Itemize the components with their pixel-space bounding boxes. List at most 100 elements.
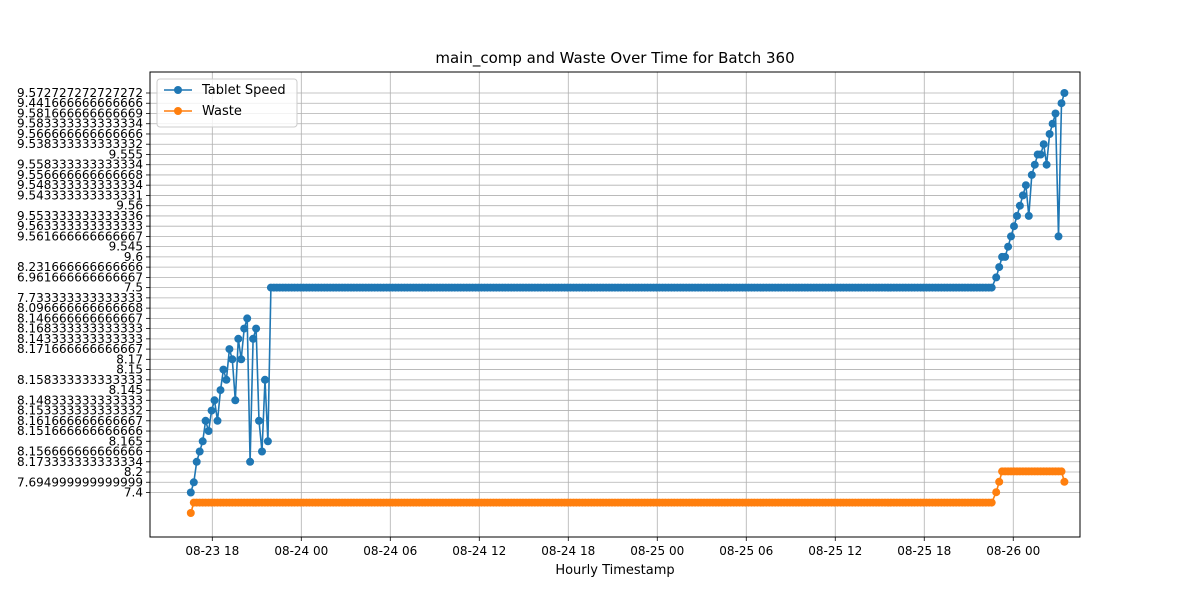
y-tick-label: 9.558333333333334	[17, 158, 143, 172]
series-tablet-speed-point	[987, 283, 996, 292]
series-tablet-speed-point	[222, 375, 231, 384]
series-tablet-speed-point	[198, 437, 207, 446]
series-tablet-speed-point	[1048, 119, 1057, 128]
series-waste-point	[186, 509, 195, 517]
y-tick-label: 9.545	[109, 240, 143, 254]
x-tick-label: 08-25 12	[808, 544, 862, 558]
x-axis-label: Hourly Timestamp	[555, 563, 674, 578]
series-waste-group	[186, 467, 1069, 517]
y-tick-label: 8.165	[109, 434, 143, 448]
series-tablet-speed-point	[1060, 89, 1069, 97]
y-tick-label: 8.231666666666666	[17, 260, 143, 274]
series-waste-point	[992, 488, 1001, 497]
series-tablet-speed-point	[246, 457, 255, 466]
series-tablet-speed-point	[237, 355, 246, 364]
x-tick-label: 08-24 18	[541, 544, 595, 558]
y-tick-label: 9.441666666666666	[17, 96, 143, 110]
series-waste-point	[1057, 467, 1066, 476]
x-tick-label: 08-24 00	[274, 544, 328, 558]
y-tick-label: 8.161666666666667	[17, 414, 143, 428]
y-tick-label: 9.583333333333334	[17, 117, 143, 131]
series-waste-point	[995, 477, 1004, 486]
y-tick-label: 8.143333333333333	[17, 332, 143, 346]
series-tablet-speed-point	[186, 488, 195, 497]
series-tablet-speed-point	[992, 273, 1001, 282]
series-tablet-speed-point	[261, 375, 269, 384]
y-tick-label: 9.572727272727272	[17, 86, 143, 100]
y-tick-label: 7.5	[124, 281, 143, 295]
series-tablet-speed-point	[231, 396, 240, 405]
y-tick-label: 9.548333333333334	[17, 178, 143, 192]
series-tablet-speed-point	[216, 386, 225, 395]
legend-label-waste: Waste	[202, 104, 242, 119]
series-tablet-speed-point	[243, 314, 252, 323]
y-tick-label: 7.733333333333333	[17, 291, 143, 305]
plot-frame	[149, 71, 1081, 538]
series-tablet-speed-point	[189, 478, 198, 487]
y-tick-label: 9.543333333333331	[17, 188, 143, 202]
grid	[150, 72, 1080, 537]
y-tick-label: 9.56	[116, 199, 143, 213]
y-tick-label: 7.4	[124, 486, 143, 500]
series-tablet-speed-point	[1045, 130, 1054, 138]
series-tablet-speed-point	[995, 263, 1004, 272]
y-tick-label: 8.171666666666667	[17, 342, 143, 356]
x-tick-label: 08-25 00	[630, 544, 684, 558]
series-tablet-speed-point	[249, 334, 258, 343]
series-tablet-speed-point	[219, 365, 228, 374]
x-axis-ticks: 08-23 18 08-24 00 08-24 06 08-24 12 08-24 18…	[185, 537, 1040, 558]
series-tablet-speed-point	[258, 447, 266, 456]
y-tick-label: 9.556666666666668	[17, 168, 143, 182]
y-tick-label: 8.146666666666667	[17, 311, 143, 325]
series-tablet-speed-point	[263, 437, 272, 446]
y-tick-label: 8.148333333333333	[17, 393, 143, 407]
series-tablet-speed-point	[204, 427, 213, 435]
chart-title: main_comp and Waste Over Time for Batch …	[435, 49, 794, 68]
series-tablet-speed-point	[240, 324, 249, 333]
series-tablet-speed-point	[1021, 181, 1030, 190]
y-tick-label: 9.563333333333333	[17, 219, 143, 233]
series-tablet-speed-point	[1051, 109, 1060, 118]
series-waste-point	[987, 498, 996, 507]
y-tick-label: 8.173333333333334	[17, 455, 143, 469]
series-tablet-speed-point	[1057, 99, 1066, 108]
series-tablet-speed-point	[192, 457, 201, 466]
y-tick-label: 9.581666666666669	[17, 106, 143, 120]
y-tick-label: 8.168333333333333	[17, 322, 143, 336]
series-tablet-speed-point	[201, 416, 210, 425]
x-tick-label: 08-24 06	[363, 544, 417, 558]
y-tick-label: 8.153333333333332	[17, 404, 143, 418]
y-tick-label: 8.096666666666668	[17, 301, 143, 315]
series-tablet-speed-point	[1010, 222, 1018, 231]
series-tablet-speed-group	[186, 89, 1069, 497]
series-tablet-speed-point	[1001, 252, 1010, 261]
y-tick-label: 9.555	[109, 147, 143, 161]
legend-marker-tablet-speed	[174, 86, 182, 94]
series-tablet-speed-point	[1027, 170, 1036, 179]
y-tick-label: 8.15	[116, 363, 143, 377]
y-tick-label: 8.2	[124, 465, 143, 479]
y-tick-label: 8.145	[109, 383, 143, 397]
series-tablet-speed-point	[255, 416, 263, 425]
legend-label-tablet-speed: Tablet Speed	[201, 83, 286, 98]
series-tablet-speed-point	[225, 345, 234, 354]
series-tablet-speed-point	[1054, 232, 1063, 241]
series-tablet-speed-point	[195, 447, 204, 456]
series-tablet-speed-point	[1018, 191, 1027, 200]
series-tablet-speed-point	[1036, 150, 1045, 159]
y-tick-label: 8.151666666666666	[17, 424, 143, 438]
x-tick-label: 08-26 00	[986, 544, 1040, 558]
y-tick-label: 8.158333333333333	[17, 373, 143, 387]
x-tick-label: 08-23 18	[185, 544, 239, 558]
y-tick-label: 9.566666666666666	[17, 127, 143, 141]
y-tick-label: 9.6	[124, 250, 143, 264]
series-tablet-speed-point	[1007, 232, 1015, 241]
series-tablet-speed-point	[1004, 242, 1013, 251]
series-tablet-speed-point	[1030, 160, 1039, 169]
y-tick-label: 8.17	[116, 352, 143, 366]
y-tick-label: 9.553333333333336	[17, 209, 143, 223]
series-tablet-speed-point	[213, 416, 222, 425]
series-waste-point	[1060, 477, 1069, 486]
x-tick-label: 08-24 12	[452, 544, 506, 558]
